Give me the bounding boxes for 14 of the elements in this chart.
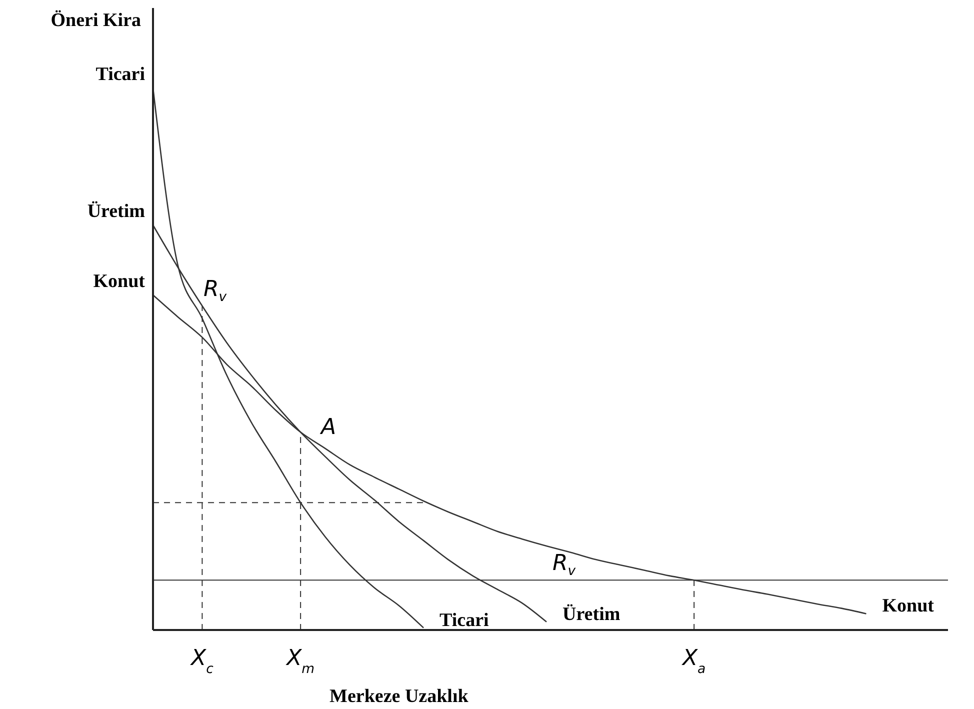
text: Üretim [562, 604, 620, 625]
y-axis-title: Öneri Kira [50, 10, 142, 31]
x-tick-label: X$_{m}$ [286, 646, 315, 676]
text: Ticari [440, 610, 489, 631]
x-axis-title: Merkeze Uzaklık [330, 686, 469, 707]
x-tick-label: X$_{c}$ [190, 646, 214, 676]
text: Konut [882, 596, 934, 617]
series-label: Üretim [87, 201, 146, 222]
annotation: R$_{v}$ [203, 277, 227, 306]
x-tick-label: X$_{a}$ [681, 646, 706, 676]
annotation: R$_{v}$ [552, 551, 576, 580]
series-label: Konut [93, 271, 146, 292]
series-label: Ticari [96, 64, 145, 85]
annotation: A [319, 415, 336, 440]
